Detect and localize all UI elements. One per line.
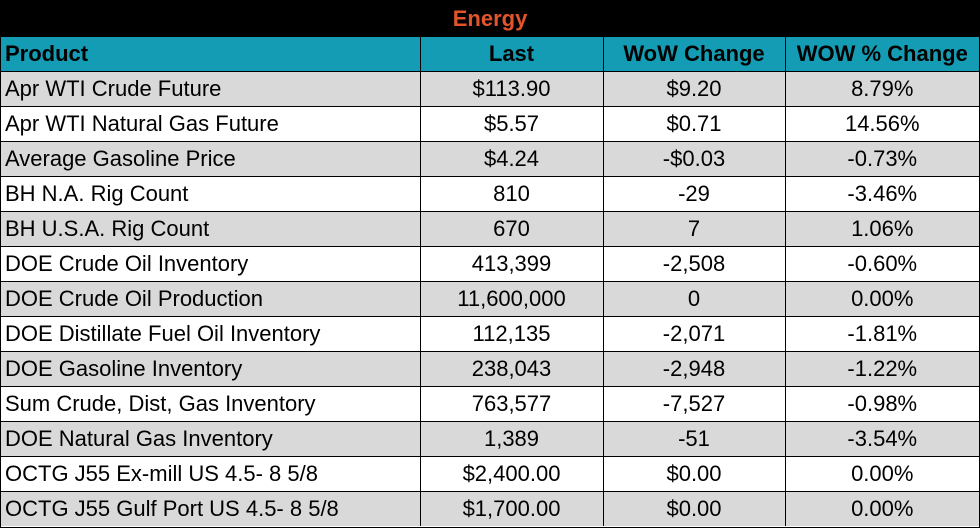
table-row: Apr WTI Crude Future $113.90 $9.20 8.79%	[1, 71, 980, 107]
table-row: Apr WTI Natural Gas Future $5.57 $0.71 14.5…	[1, 106, 980, 142]
header-product: Product	[1, 37, 421, 72]
cell-wow-pct-change: -1.81%	[785, 316, 980, 352]
table-row: Average Gasoline Price $4.24 -$0.03 -0.73%	[1, 141, 980, 177]
cell-product: DOE Natural Gas Inventory	[1, 421, 421, 457]
header-wow-pct-change: WOW % Change	[785, 37, 980, 72]
cell-wow-change: -7,527	[603, 386, 786, 422]
table-row: DOE Natural Gas Inventory 1,389 -51 -3.54%	[1, 421, 980, 457]
cell-wow-pct-change: 0.00%	[785, 281, 980, 317]
cell-last: 810	[420, 176, 604, 212]
cell-wow-pct-change: -0.98%	[785, 386, 980, 422]
cell-product: DOE Gasoline Inventory	[1, 351, 421, 387]
cell-wow-pct-change: 1.06%	[785, 211, 980, 247]
cell-wow-pct-change: -1.22%	[785, 351, 980, 387]
cell-product: DOE Crude Oil Inventory	[1, 246, 421, 282]
table-row: DOE Gasoline Inventory 238,043 -2,948 -1.22…	[1, 351, 980, 387]
cell-product: OCTG J55 Gulf Port US 4.5- 8 5/8	[1, 491, 421, 526]
cell-wow-pct-change: -0.73%	[785, 141, 980, 177]
cell-product: Apr WTI Natural Gas Future	[1, 106, 421, 142]
table-row: DOE Distillate Fuel Oil Inventory 112,135…	[1, 316, 980, 352]
cell-product: BH U.S.A. Rig Count	[1, 211, 421, 247]
cell-last: $113.90	[420, 71, 604, 107]
table-row: Sum Crude, Dist, Gas Inventory 763,577 -7,…	[1, 386, 980, 422]
table-row: DOE Crude Oil Production 11,600,000 0 0.00%	[1, 281, 980, 317]
cell-last: $4.24	[420, 141, 604, 177]
cell-wow-pct-change: -0.60%	[785, 246, 980, 282]
cell-last: 413,399	[420, 246, 604, 282]
cell-product: Average Gasoline Price	[1, 141, 421, 177]
cell-wow-pct-change: 0.00%	[785, 491, 980, 526]
cell-product: Apr WTI Crude Future	[1, 71, 421, 107]
cell-wow-change: $0.00	[603, 456, 786, 492]
cell-wow-change: $9.20	[603, 71, 786, 107]
cell-wow-change: $0.00	[603, 491, 786, 526]
cell-product: BH N.A. Rig Count	[1, 176, 421, 212]
cell-wow-change: -51	[603, 421, 786, 457]
table-row: BH N.A. Rig Count 810 -29 -3.46%	[1, 176, 980, 212]
header-wow-change: WoW Change	[603, 37, 786, 72]
column-header-row: Product Last WoW Change WOW % Change	[1, 37, 980, 72]
cell-wow-pct-change: -3.46%	[785, 176, 980, 212]
cell-wow-change: -2,071	[603, 316, 786, 352]
table-body: Apr WTI Crude Future $113.90 $9.20 8.79% Apr…	[1, 71, 980, 526]
cell-product: OCTG J55 Ex-mill US 4.5- 8 5/8	[1, 456, 421, 492]
cell-wow-pct-change: 8.79%	[785, 71, 980, 107]
cell-wow-pct-change: -3.54%	[785, 421, 980, 457]
cell-wow-change: -2,948	[603, 351, 786, 387]
table-row: BH U.S.A. Rig Count 670 7 1.06%	[1, 211, 980, 247]
cell-product: Sum Crude, Dist, Gas Inventory	[1, 386, 421, 422]
header-last: Last	[420, 37, 604, 72]
table-row: OCTG J55 Ex-mill US 4.5- 8 5/8 $2,400.00 $…	[1, 456, 980, 492]
cell-wow-change: 0	[603, 281, 786, 317]
cell-wow-pct-change: 0.00%	[785, 456, 980, 492]
cell-wow-change: -29	[603, 176, 786, 212]
cell-last: $1,700.00	[420, 491, 604, 526]
cell-wow-change: -2,508	[603, 246, 786, 282]
cell-wow-pct-change: 14.56%	[785, 106, 980, 142]
cell-last: 763,577	[420, 386, 604, 422]
cell-last: 238,043	[420, 351, 604, 387]
table-title: Energy	[1, 1, 980, 37]
table-row: OCTG J55 Gulf Port US 4.5- 8 5/8 $1,700.0…	[1, 491, 980, 526]
cell-product: DOE Crude Oil Production	[1, 281, 421, 317]
cell-wow-change: -$0.03	[603, 141, 786, 177]
cell-wow-change: 7	[603, 211, 786, 247]
cell-last: 1,389	[420, 421, 604, 457]
cell-last: $2,400.00	[420, 456, 604, 492]
cell-last: 670	[420, 211, 604, 247]
cell-wow-change: $0.71	[603, 106, 786, 142]
cell-last: $5.57	[420, 106, 604, 142]
table-row: DOE Crude Oil Inventory 413,399 -2,508 -0.6…	[1, 246, 980, 282]
cell-product: DOE Distillate Fuel Oil Inventory	[1, 316, 421, 352]
cell-last: 112,135	[420, 316, 604, 352]
table-title-row: Energy	[1, 1, 980, 37]
cell-last: 11,600,000	[420, 281, 604, 317]
